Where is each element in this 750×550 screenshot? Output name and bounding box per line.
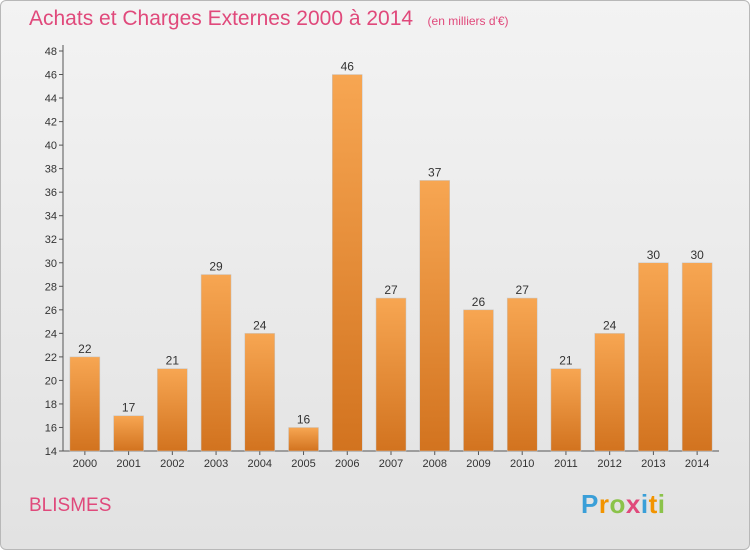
value-label-2007: 27 — [384, 283, 398, 297]
x-tick-label-2011: 2011 — [554, 458, 578, 470]
bar-2007 — [375, 297, 407, 452]
value-label-2006: 46 — [341, 60, 355, 74]
value-label-2001: 17 — [122, 401, 136, 415]
x-tick-label-2003: 2003 — [204, 458, 228, 470]
place-name: BLISMES — [29, 495, 112, 516]
y-tick-label: 38 — [45, 164, 57, 176]
x-tick-label-2004: 2004 — [248, 458, 272, 470]
x-tick-label-2000: 2000 — [73, 458, 97, 470]
bar-2000 — [69, 356, 101, 452]
bar-2014 — [681, 262, 713, 452]
x-tick-label-2008: 2008 — [422, 458, 446, 470]
value-label-2013: 30 — [647, 248, 661, 262]
logo-letter: t — [648, 489, 658, 519]
y-tick-label: 40 — [45, 140, 57, 152]
y-tick-label: 28 — [45, 281, 57, 293]
y-tick-label: 32 — [45, 234, 57, 246]
y-tick-label: 24 — [45, 328, 57, 340]
logo-letter: i — [640, 489, 649, 519]
logo-letter: x — [625, 489, 641, 519]
bar-2002 — [157, 368, 188, 452]
bar-2006 — [332, 74, 363, 452]
x-tick-label-2002: 2002 — [160, 458, 184, 470]
x-tick-label-2014: 2014 — [685, 458, 709, 470]
value-label-2008: 37 — [428, 165, 442, 179]
x-tick-label-2012: 2012 — [597, 458, 621, 470]
y-tick-label: 26 — [45, 305, 57, 317]
x-tick-label-2007: 2007 — [379, 458, 403, 470]
value-label-2012: 24 — [603, 318, 617, 332]
bar-2003 — [200, 274, 232, 452]
y-tick-label: 14 — [45, 446, 57, 458]
logo-letter: o — [609, 489, 626, 519]
y-tick-label: 44 — [45, 93, 57, 105]
y-tick-label: 16 — [45, 422, 57, 434]
value-label-2009: 26 — [472, 295, 486, 309]
value-label-2011: 21 — [559, 354, 573, 368]
value-label-2004: 24 — [253, 318, 267, 332]
bar-2004 — [244, 333, 276, 452]
bars — [69, 74, 713, 452]
value-label-2003: 29 — [209, 260, 223, 274]
logo-letter: i — [657, 489, 666, 519]
y-tick-label: 42 — [45, 117, 57, 129]
x-tick-label-2005: 2005 — [291, 458, 315, 470]
bar-2009 — [463, 309, 494, 452]
proxiti-logo: Proxiti — [581, 489, 665, 520]
x-tick-label-2010: 2010 — [510, 458, 534, 470]
y-tick-label: 46 — [45, 70, 57, 82]
value-label-2014: 30 — [690, 248, 704, 262]
y-tick-label: 18 — [45, 399, 57, 411]
title-row: Achats et Charges Externes 2000 à 2014 (… — [29, 7, 509, 31]
value-labels: 22 17 21 29 24 16 46 27 37 26 27 21 24 30 30 — [78, 60, 704, 427]
chart-title: Achats et Charges Externes 2000 à 2014 — [29, 7, 414, 30]
x-tick-label-2001: 2001 — [116, 458, 140, 470]
bar-2005 — [288, 427, 319, 452]
x-tick-label-2013: 2013 — [641, 458, 665, 470]
x-tick-label-2009: 2009 — [466, 458, 490, 470]
y-tick-label: 30 — [45, 258, 57, 270]
y-tick-label: 36 — [45, 187, 57, 199]
y-tick-label: 22 — [45, 352, 57, 364]
bar-2012 — [594, 333, 625, 452]
bar-2008 — [419, 180, 450, 452]
bar-2013 — [638, 262, 669, 452]
logo-letter: P — [581, 489, 599, 519]
y-tick-label: 20 — [45, 375, 57, 387]
chart-unit: (en milliers d'€) — [427, 14, 509, 28]
value-label-2000: 22 — [78, 342, 92, 356]
value-label-2010: 27 — [516, 283, 530, 297]
bar-2010 — [506, 297, 538, 452]
bar-2011 — [550, 368, 582, 452]
y-tick-label: 48 — [45, 46, 57, 58]
value-label-2002: 21 — [166, 354, 180, 368]
x-tick-label-2006: 2006 — [335, 458, 359, 470]
y-tick-label: 34 — [45, 211, 57, 223]
bar-2001 — [113, 415, 144, 452]
logo-letter: r — [598, 489, 610, 519]
value-label-2005: 16 — [297, 412, 311, 426]
